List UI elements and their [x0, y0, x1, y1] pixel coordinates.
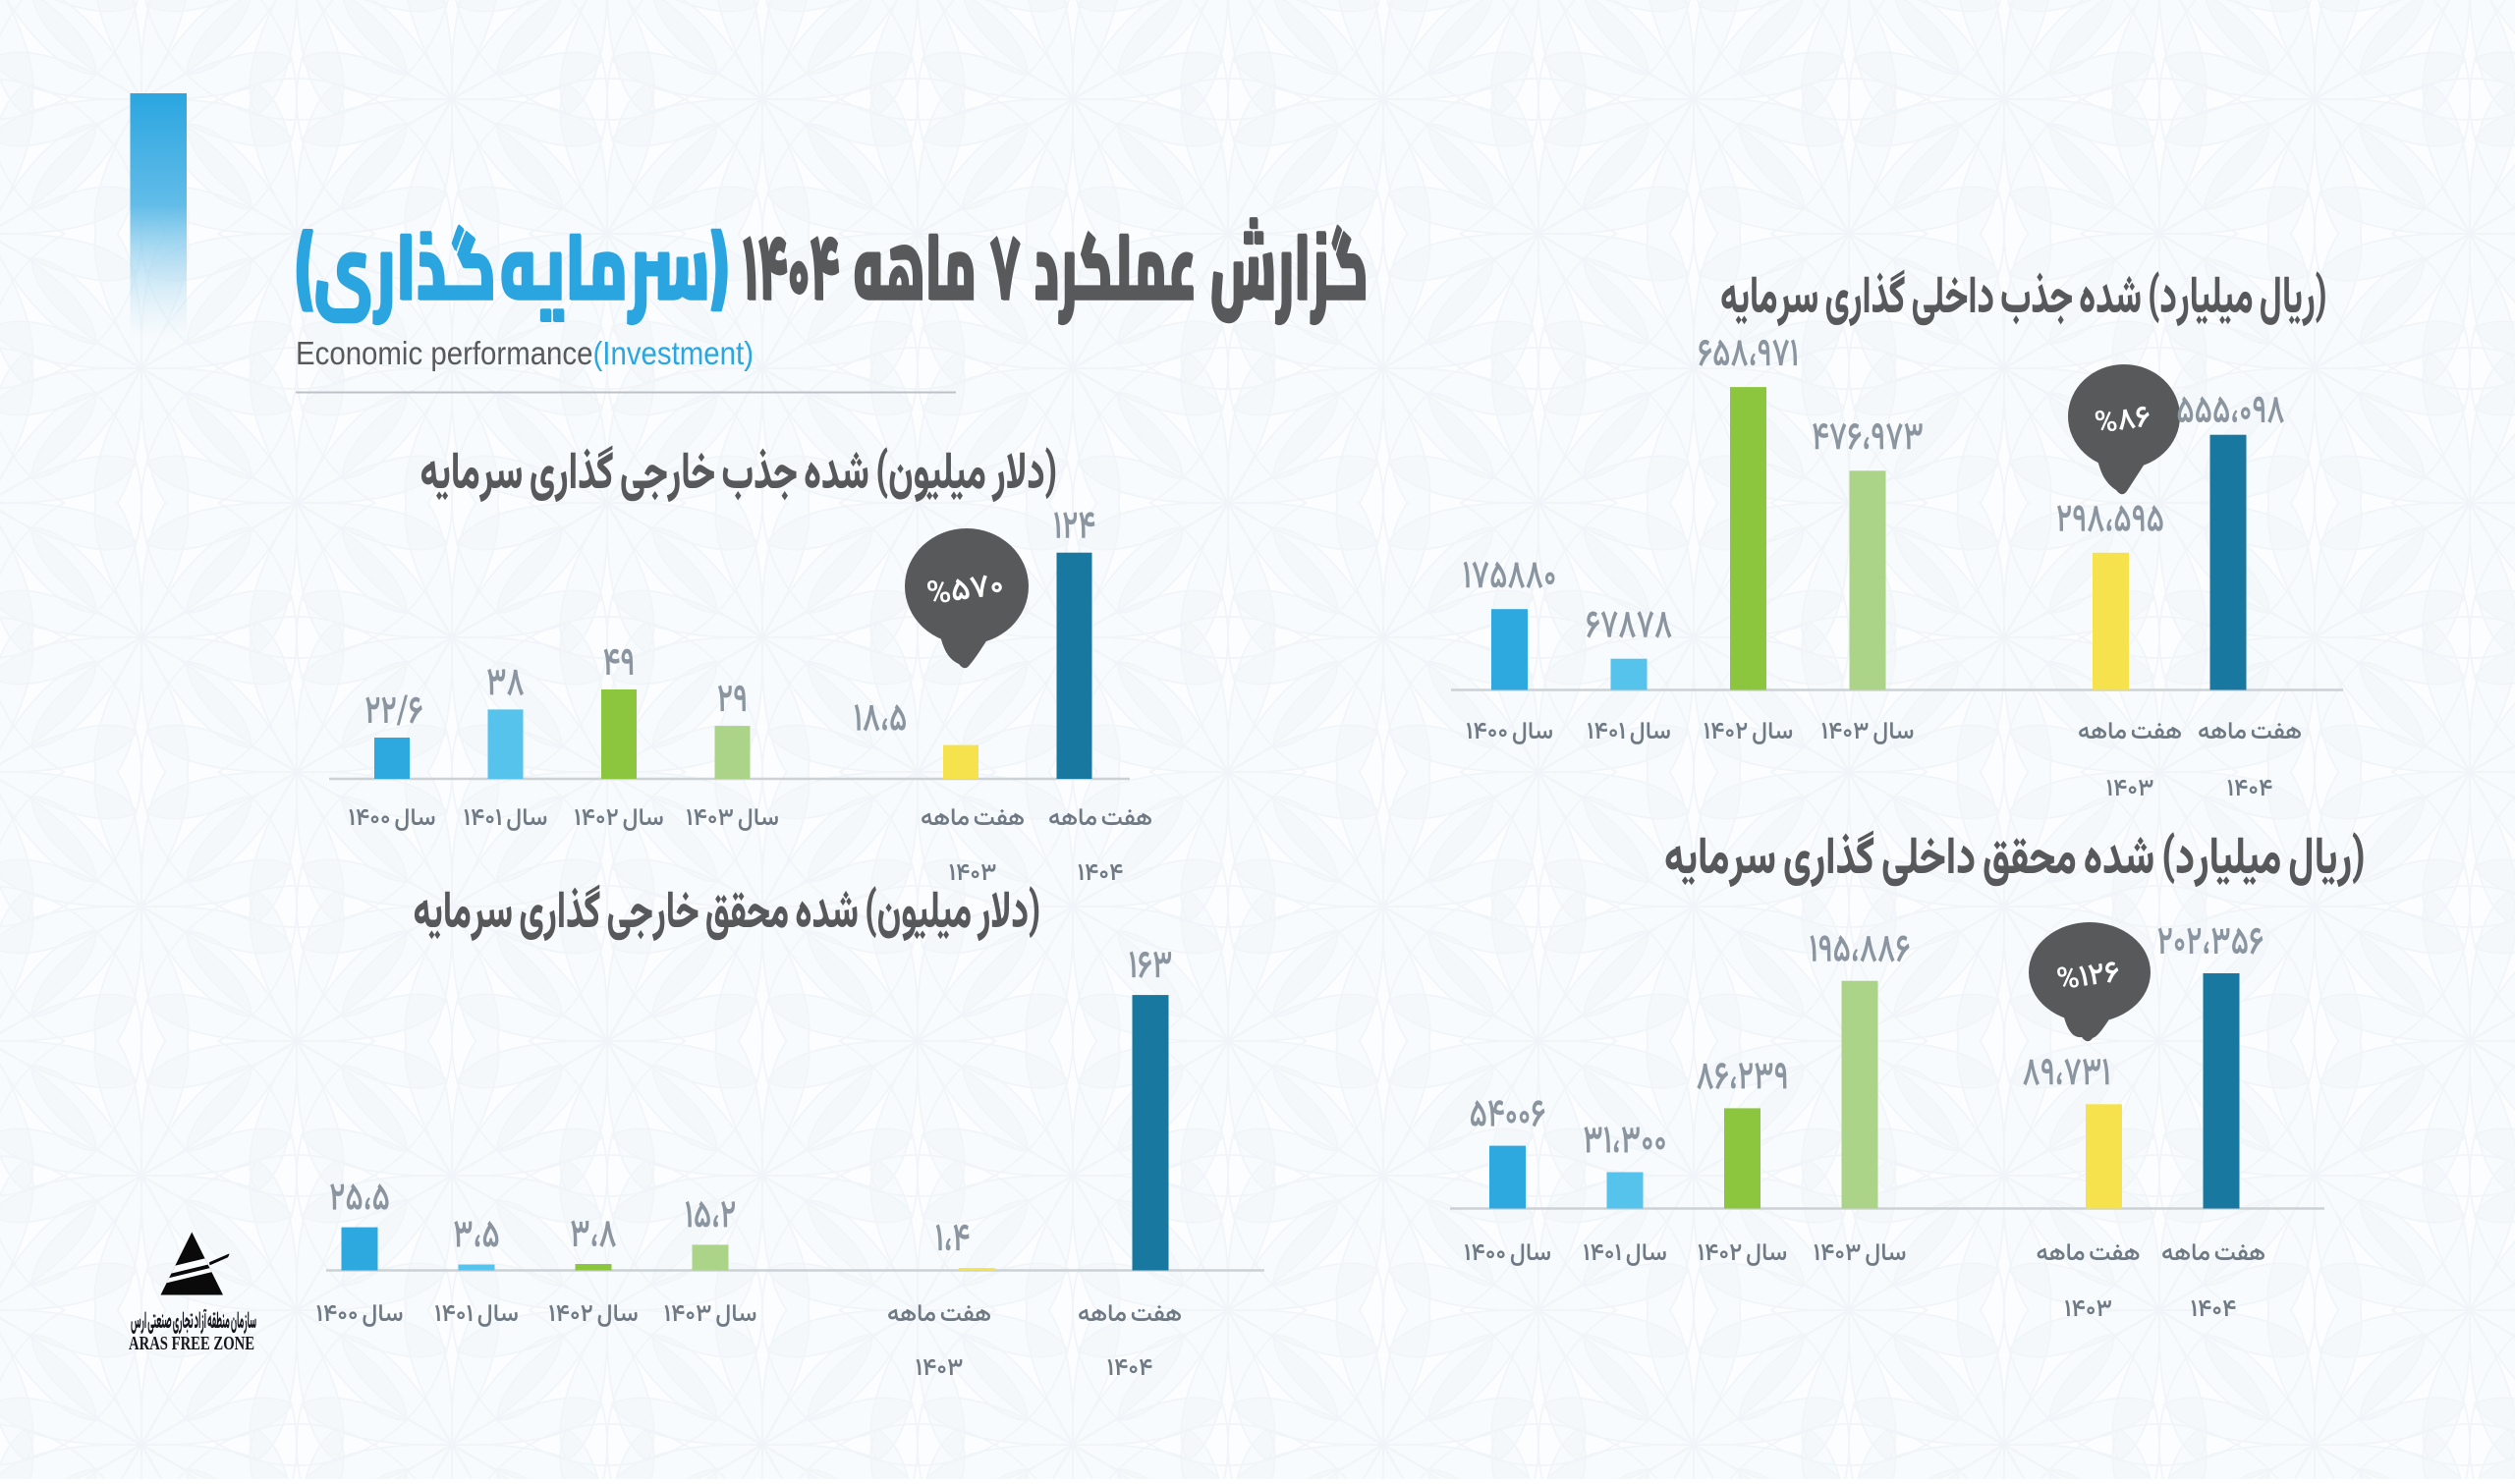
- svg-text:Economic performance(Investmen: Economic performance(Investment): [296, 336, 754, 372]
- svg-text:ARAS FREE ZONE: ARAS FREE ZONE: [129, 1334, 254, 1354]
